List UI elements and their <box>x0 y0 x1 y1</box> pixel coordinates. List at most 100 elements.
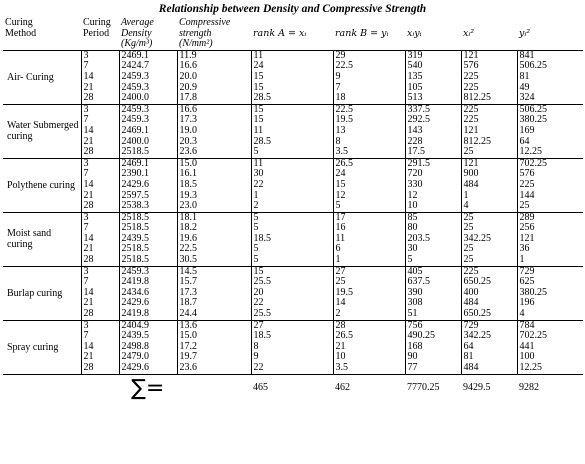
cell-period: 14 <box>80 287 119 299</box>
cell-x2: 650.25 <box>460 277 517 288</box>
cell-y2: 25 <box>516 201 583 213</box>
cell-x2: 400 <box>460 287 517 299</box>
cell-y2: 64 <box>516 136 583 148</box>
cell-rb: 12 <box>332 190 405 202</box>
cell-ra: 25.5 <box>250 309 333 321</box>
table-row: Moist sand curing 3 2518.5 18.1 5 17 85 25 289 <box>3 211 583 267</box>
cell-x2: 225 <box>460 71 517 83</box>
cell-xy: 30 <box>404 244 461 256</box>
cell-strength: 16.6 <box>176 61 251 72</box>
cell-x2: 121 <box>460 49 517 62</box>
cell-period: 7 <box>80 61 119 72</box>
cell-y2: 256 <box>516 223 583 234</box>
curing-method-cell: Polythene curing <box>3 157 81 213</box>
table-row: 7 2424.7 16.6 24 22.5 540 576 506.25 <box>3 61 583 72</box>
cell-y2: 380.25 <box>516 115 583 126</box>
cell-xy: 17.5 <box>404 147 461 159</box>
cell-y2: 625 <box>516 277 583 288</box>
cell-density: 2538.3 <box>118 201 177 213</box>
cell-strength: 19.7 <box>176 352 251 363</box>
cell-xy: 756 <box>404 319 461 332</box>
cell-x2: 342.25 <box>460 331 517 342</box>
cell-ra: 18.5 <box>250 331 333 342</box>
cell-y2: 324 <box>516 93 583 105</box>
cell-ra: 15 <box>250 103 333 116</box>
cell-x2: 225 <box>460 82 517 94</box>
cell-ra: 15 <box>250 265 333 278</box>
cell-rb: 22.5 <box>332 61 405 72</box>
cell-y2: 1 <box>516 255 583 267</box>
cell-x2: 25 <box>460 211 517 224</box>
cell-x2: 121 <box>460 157 517 170</box>
table-row: 21 2518.5 22.5 5 6 30 25 36 <box>3 244 583 256</box>
cell-xy: 203.5 <box>404 233 461 245</box>
cell-density: 2419.8 <box>118 277 177 288</box>
cell-y2: 729 <box>516 265 583 278</box>
cell-density: 2498.8 <box>118 341 177 353</box>
table-row: 14 2434.6 17.3 20 19.5 390 400 380.25 <box>3 287 583 299</box>
cell-density: 2429.6 <box>118 179 177 191</box>
cell-rb: 3.5 <box>332 363 405 375</box>
cell-xy: 51 <box>404 309 461 321</box>
cell-strength: 23.0 <box>176 201 251 213</box>
cell-xy: 80 <box>404 223 461 234</box>
cell-xy: 513 <box>404 93 461 105</box>
curing-method-cell: Air- Curing <box>3 49 81 105</box>
cell-density: 2400.0 <box>118 93 177 105</box>
cell-strength: 16.6 <box>176 103 251 116</box>
cell-y2: 841 <box>516 49 583 62</box>
cell-density: 2390.1 <box>118 169 177 180</box>
cell-period: 28 <box>80 255 119 267</box>
sum-symbol: ∑= <box>119 373 251 403</box>
cell-y2: 100 <box>516 352 583 363</box>
table-row: 21 2459.3 20.9 15 7 105 225 49 <box>3 82 583 94</box>
cell-strength: 11.9 <box>176 49 251 62</box>
cell-period: 21 <box>80 82 119 94</box>
cell-ra: 20 <box>250 287 333 299</box>
table-row: Air- Curing 3 2469.1 11.9 11 29 319 121 841 <box>3 49 583 105</box>
cell-strength: 15.0 <box>176 331 251 342</box>
cell-density: 2404.9 <box>118 319 177 332</box>
cell-rb: 27 <box>332 265 405 278</box>
density-strength-table: Curing Method Curing Period Average Density… <box>3 18 583 403</box>
cell-y2: 289 <box>516 211 583 224</box>
cell-x2: 25 <box>460 244 517 256</box>
cell-ra: 5 <box>250 255 333 267</box>
cell-density: 2459.3 <box>118 265 177 278</box>
cell-xy: 85 <box>404 211 461 224</box>
header-curing-method: Curing Method <box>5 18 37 39</box>
cell-ra: 28.5 <box>250 136 333 148</box>
cell-xy: 12 <box>404 190 461 202</box>
cell-strength: 20.0 <box>176 71 251 83</box>
table-row: Spray curing 3 2404.9 13.6 27 28 756 729 784 <box>3 319 583 375</box>
cell-xy: 10 <box>404 201 461 213</box>
cell-rb: 19.5 <box>332 115 405 126</box>
cell-y2: 121 <box>516 233 583 245</box>
cell-period: 3 <box>80 319 119 332</box>
cell-strength: 14.5 <box>176 265 251 278</box>
cell-density: 2424.7 <box>118 61 177 72</box>
cell-density: 2518.5 <box>118 255 177 267</box>
table-row: 28 2429.6 23.6 22 3.5 77 484 12.25 <box>3 363 583 375</box>
cell-y2: 169 <box>516 125 583 137</box>
cell-ra: 25.5 <box>250 277 333 288</box>
cell-ra: 18.5 <box>250 233 333 245</box>
cell-density: 2439.5 <box>118 233 177 245</box>
cell-density: 2429.6 <box>118 298 177 310</box>
cell-xy: 291.5 <box>404 157 461 170</box>
cell-xy: 308 <box>404 298 461 310</box>
cell-y2: 441 <box>516 341 583 353</box>
cell-density: 2518.5 <box>118 244 177 256</box>
cell-ra: 2 <box>250 201 333 213</box>
cell-period: 28 <box>80 309 119 321</box>
cell-y2: 506.25 <box>516 103 583 116</box>
cell-ra: 5 <box>250 211 333 224</box>
header-average-density: Average Density (Kg/m³) <box>121 18 154 50</box>
table-row: 7 2419.8 15.7 25.5 25 637.5 650.25 625 <box>3 277 583 288</box>
cell-density: 2479.0 <box>118 352 177 363</box>
cell-period: 14 <box>80 179 119 191</box>
cell-ra: 30 <box>250 169 333 180</box>
cell-period: 21 <box>80 136 119 148</box>
cell-strength: 19.0 <box>176 125 251 137</box>
cell-density: 2469.1 <box>118 157 177 170</box>
